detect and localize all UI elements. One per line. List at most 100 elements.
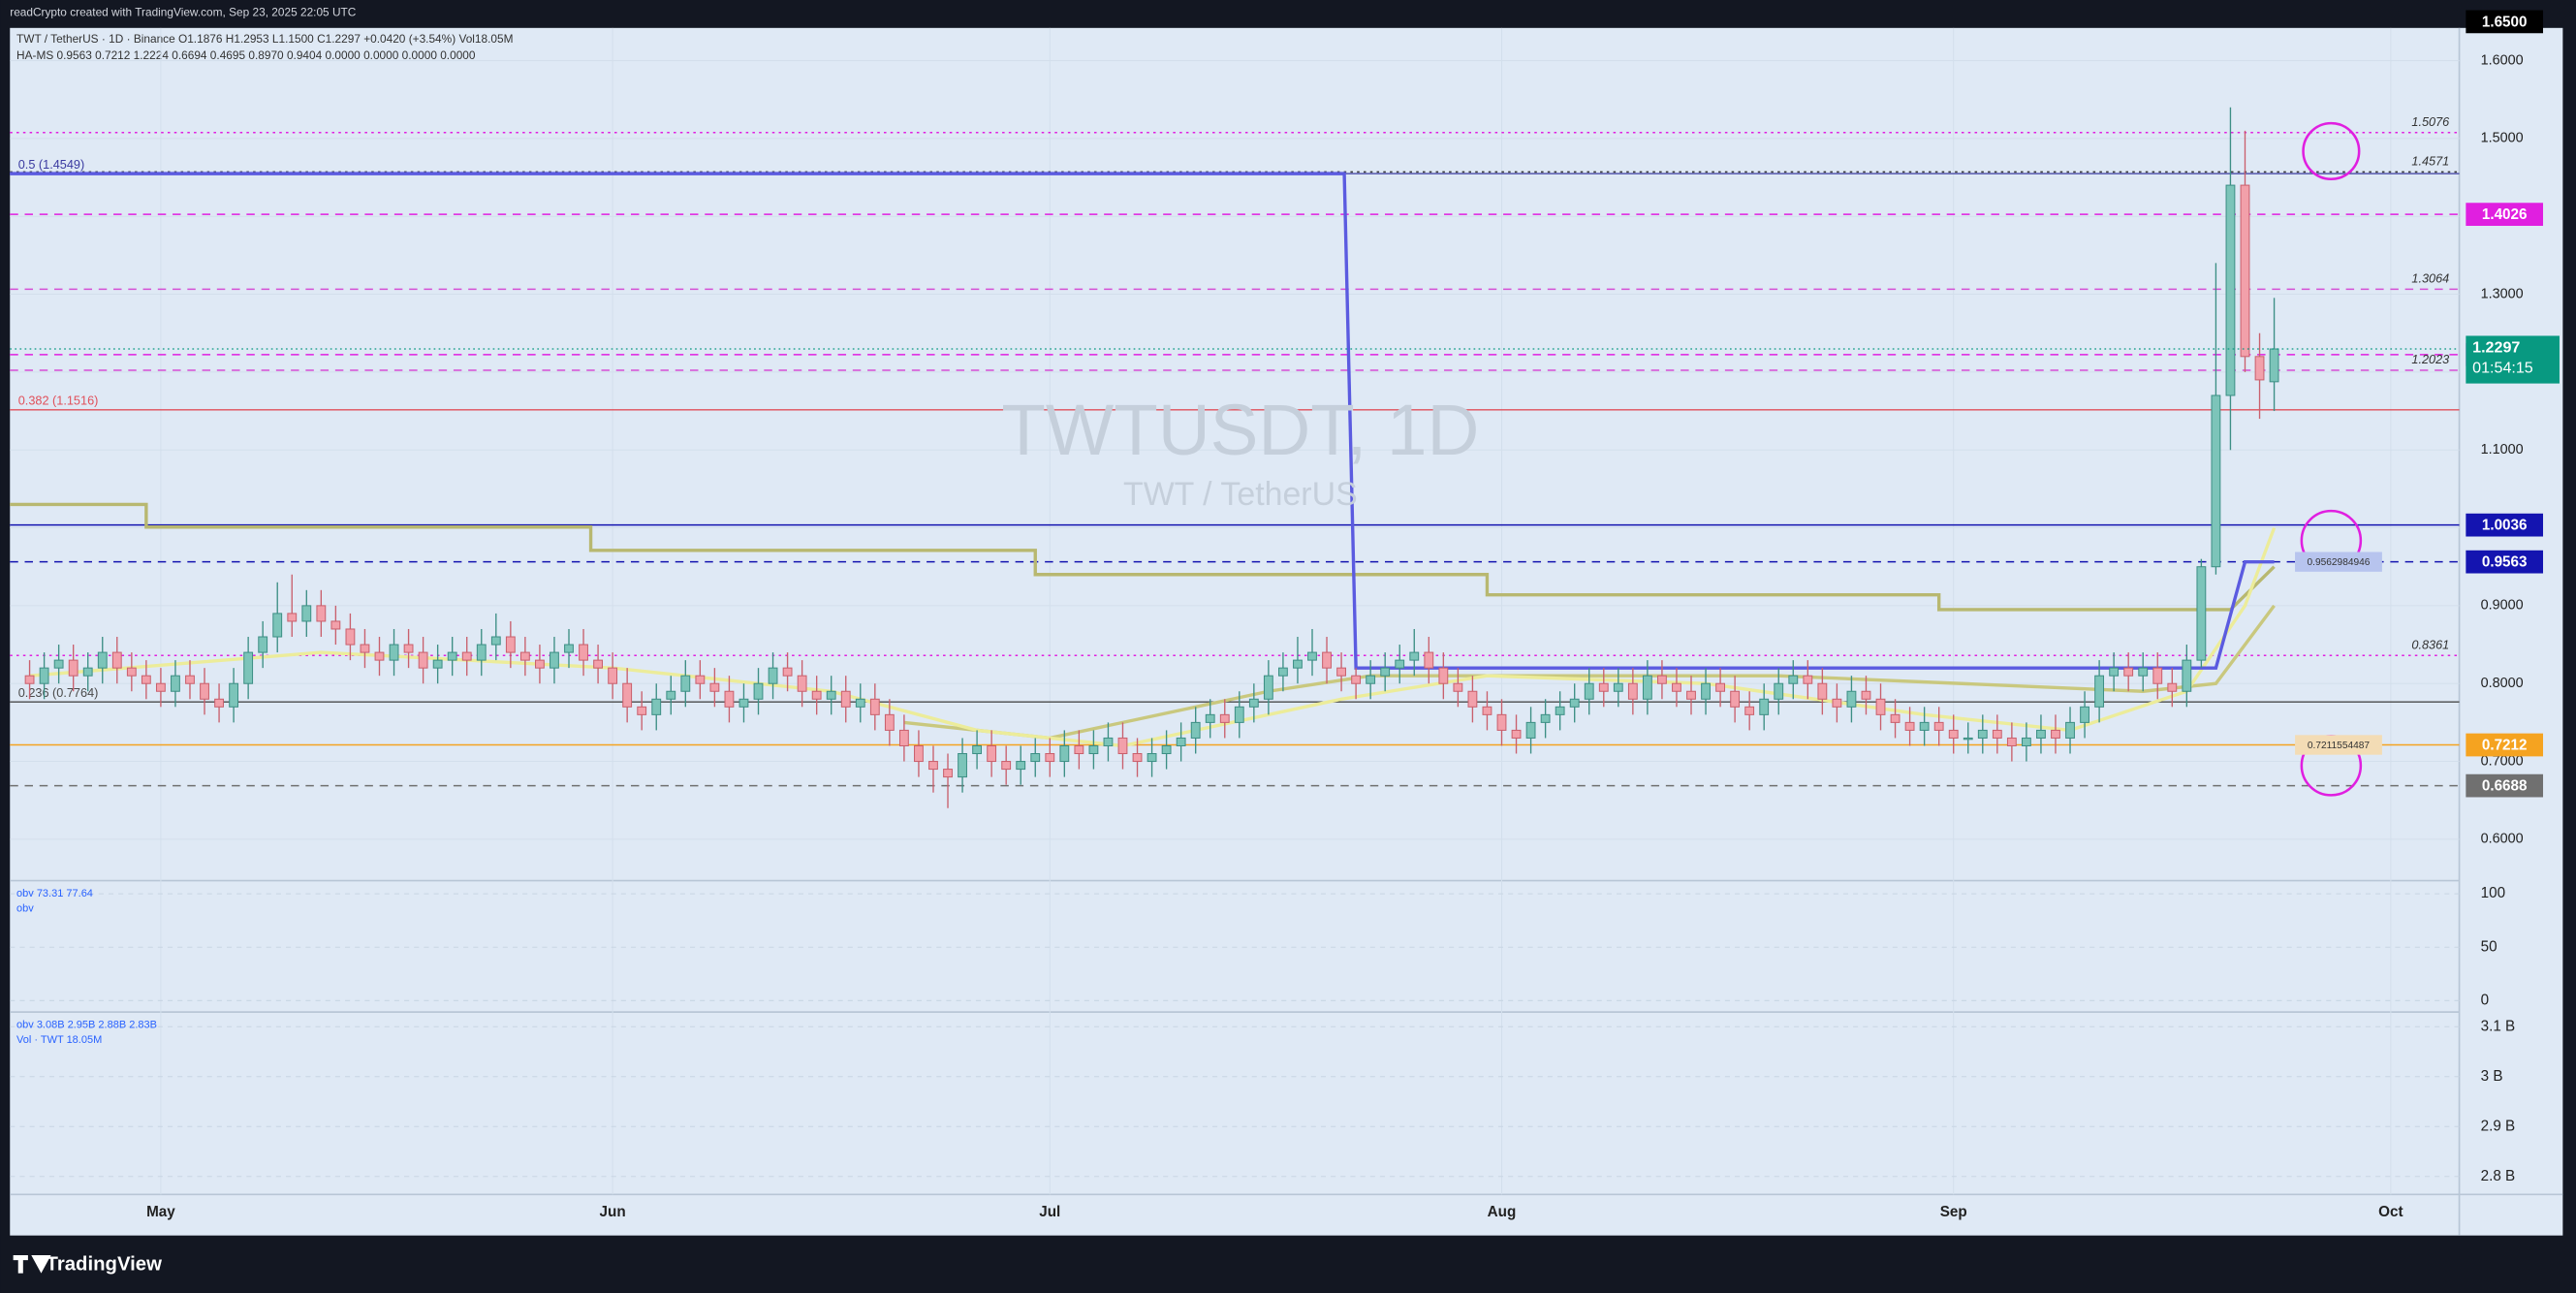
candle-body [987, 744, 997, 763]
candle-body [1890, 713, 1901, 723]
pane-legend: Vol · TWT 18.05M [16, 1034, 102, 1046]
price-label: 1.0036 [2482, 518, 2528, 534]
candle-body [360, 644, 370, 653]
candle-body [608, 667, 618, 684]
candle-body [316, 605, 327, 622]
watermark: TWTUSDT, 1D [1001, 389, 1479, 470]
candle-body [490, 636, 501, 646]
candle-body [1686, 690, 1696, 700]
candle-body [593, 659, 603, 669]
candle-body [1248, 698, 1259, 708]
candle-body [1380, 667, 1391, 677]
price-label-box [2466, 773, 2544, 798]
candle-body [738, 698, 749, 708]
candle-body [579, 644, 588, 661]
indicator-legend: HA-MS 0.9563 0.7212 1.2224 0.6694 0.4695… [16, 48, 476, 62]
candle-body [2269, 348, 2279, 383]
candle-body [287, 613, 298, 622]
candle-body [2065, 721, 2075, 739]
candle-body [1642, 675, 1652, 700]
indicator-line [29, 526, 2277, 748]
pane-legend: obv [16, 902, 34, 914]
candle-body [2094, 675, 2105, 708]
candle-body [2225, 184, 2236, 396]
candle-body [768, 667, 778, 684]
pane-tick-label: 50 [2481, 938, 2497, 955]
countdown: 01:54:15 [2472, 360, 2533, 377]
candle-body [1875, 698, 1886, 715]
candle-body [389, 644, 399, 661]
candle-body [782, 667, 793, 677]
candle-body [2182, 659, 2192, 692]
candle-body [1803, 675, 1813, 684]
candle-body [1424, 651, 1434, 669]
last-price-box [2466, 335, 2560, 384]
fib-label: 0.382 (1.1516) [18, 394, 99, 408]
level-tag-box [2295, 735, 2382, 755]
candle-body [2240, 184, 2250, 358]
price-label-box [2466, 550, 2544, 574]
price-label: 1.6500 [2482, 14, 2528, 30]
candle-body [1933, 721, 1944, 731]
fib-label: 0.236 (0.7764) [18, 685, 99, 700]
candle-body [1657, 675, 1667, 684]
candle-body [869, 698, 880, 715]
candle-body [2036, 729, 2046, 739]
x-tick-label: May [146, 1204, 175, 1220]
candle-body [564, 644, 574, 653]
brand: TradingView [47, 1254, 163, 1276]
candle-body [1467, 690, 1478, 708]
candle-body [1627, 682, 1638, 700]
candle-body [1103, 737, 1114, 746]
candle-body [97, 651, 108, 669]
candle-body [2123, 667, 2134, 677]
candle-body [2051, 729, 2060, 739]
chart-background [10, 27, 2563, 1236]
candle-body [1919, 721, 1930, 731]
fib-label: 0.5 (1.4549) [18, 157, 85, 172]
candle-body [1453, 682, 1463, 692]
candle-body [943, 769, 953, 778]
candle-body [374, 651, 385, 661]
y-tick-label: 1.6000 [2481, 52, 2524, 68]
candle-body [550, 651, 559, 669]
candle-body [1132, 753, 1143, 763]
candle-body [432, 659, 443, 669]
pane-tick-label: 2.9 B [2481, 1118, 2516, 1134]
level-label: 1.3064 [2411, 271, 2449, 286]
price-label-box [2466, 203, 2544, 226]
candle-body [243, 651, 254, 684]
candle-body [229, 682, 239, 708]
candle-body [1351, 675, 1362, 684]
candle-body [666, 690, 676, 700]
candle-body [1817, 682, 1828, 700]
y-tick-label: 1.3000 [2481, 286, 2524, 301]
brand-logo [13, 1255, 51, 1274]
candle-body [1569, 698, 1580, 708]
candle-body [1511, 729, 1522, 739]
x-tick-label: Jun [600, 1204, 626, 1220]
candle-body [753, 682, 764, 700]
candle-body [1584, 682, 1594, 700]
y-tick-label: 1.5000 [2481, 131, 2524, 146]
price-label: 0.6688 [2482, 777, 2528, 794]
candle-body [637, 706, 647, 715]
annotation-circle [2302, 121, 2361, 181]
candle-body [1992, 729, 2002, 739]
candle-body [1045, 753, 1055, 763]
y-tick-label: 1.1000 [2481, 442, 2524, 457]
candle-body [200, 682, 209, 700]
pane-tick-label: 100 [2481, 885, 2505, 901]
x-tick-label: Aug [1488, 1204, 1517, 1220]
candle-body [1598, 682, 1609, 692]
candle-body [1322, 651, 1332, 669]
candle-body [447, 651, 457, 661]
price-label-box [2466, 10, 2544, 34]
candle-body [1030, 753, 1041, 763]
candle-body [1759, 698, 1770, 715]
level-label: 1.4571 [2411, 154, 2449, 169]
candle-body [2021, 737, 2031, 746]
price-label: 0.7212 [2482, 737, 2528, 753]
pane-tick-label: 3.1 B [2481, 1018, 2516, 1034]
